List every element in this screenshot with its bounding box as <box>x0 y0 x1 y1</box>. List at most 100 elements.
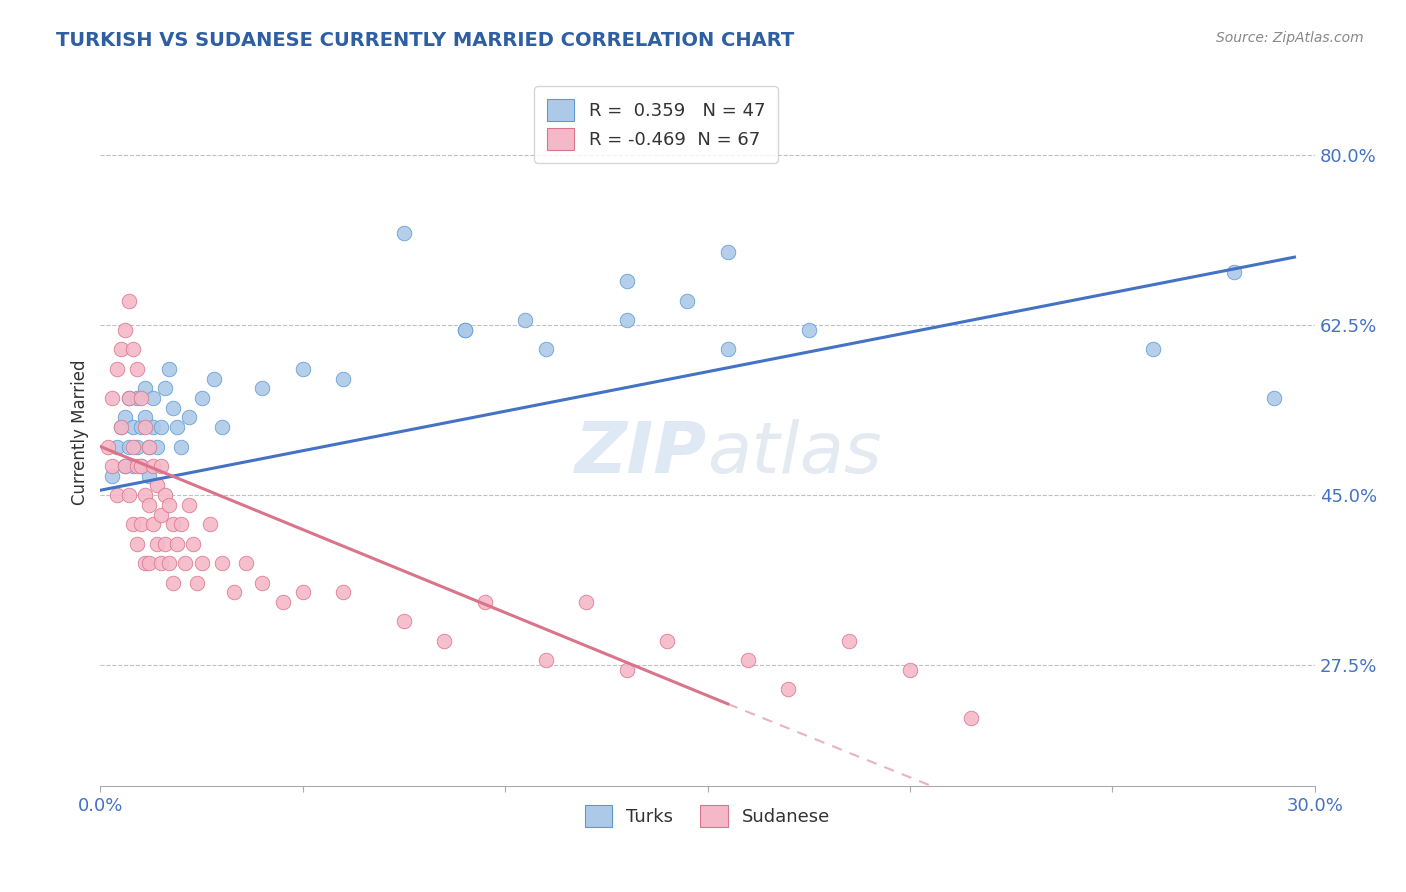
Point <box>534 653 557 667</box>
Text: atlas: atlas <box>707 418 882 488</box>
Point <box>676 293 699 308</box>
Point <box>118 391 141 405</box>
Point <box>392 615 415 629</box>
Point <box>146 440 169 454</box>
Point <box>121 420 143 434</box>
Point <box>737 653 759 667</box>
Point <box>125 440 148 454</box>
Point <box>150 458 173 473</box>
Point <box>153 488 176 502</box>
Point <box>110 420 132 434</box>
Point <box>190 391 212 405</box>
Point <box>190 556 212 570</box>
Point <box>162 575 184 590</box>
Point <box>166 536 188 550</box>
Point <box>271 595 294 609</box>
Point <box>211 556 233 570</box>
Y-axis label: Currently Married: Currently Married <box>72 359 89 505</box>
Point <box>166 420 188 434</box>
Point <box>453 323 475 337</box>
Point <box>134 556 156 570</box>
Point <box>179 498 201 512</box>
Point <box>134 488 156 502</box>
Point <box>150 556 173 570</box>
Point <box>110 343 132 357</box>
Point <box>474 595 496 609</box>
Point <box>453 323 475 337</box>
Point <box>174 556 197 570</box>
Point <box>153 381 176 395</box>
Point <box>150 508 173 522</box>
Point <box>157 556 180 570</box>
Point <box>129 391 152 405</box>
Point <box>778 682 800 697</box>
Point <box>211 420 233 434</box>
Point <box>138 556 160 570</box>
Point <box>118 293 141 308</box>
Point <box>118 440 141 454</box>
Point <box>129 420 152 434</box>
Point <box>142 391 165 405</box>
Point <box>138 468 160 483</box>
Point <box>183 536 205 550</box>
Point <box>235 556 257 570</box>
Point <box>114 323 136 337</box>
Point <box>125 536 148 550</box>
Point <box>134 410 156 425</box>
Point <box>222 585 245 599</box>
Point <box>125 361 148 376</box>
Point <box>101 391 124 405</box>
Point <box>170 440 193 454</box>
Point <box>202 371 225 385</box>
Point <box>157 361 180 376</box>
Point <box>1222 265 1244 279</box>
Text: TURKISH VS SUDANESE CURRENTLY MARRIED CORRELATION CHART: TURKISH VS SUDANESE CURRENTLY MARRIED CO… <box>56 31 794 50</box>
Point <box>118 391 141 405</box>
Text: Source: ZipAtlas.com: Source: ZipAtlas.com <box>1216 31 1364 45</box>
Point <box>291 585 314 599</box>
Point <box>959 711 981 725</box>
Point <box>1142 343 1164 357</box>
Point <box>134 420 156 434</box>
Text: ZIP: ZIP <box>575 418 707 488</box>
Point <box>129 517 152 532</box>
Point <box>291 361 314 376</box>
Point <box>138 498 160 512</box>
Point <box>114 458 136 473</box>
Point <box>142 458 165 473</box>
Point <box>105 440 128 454</box>
Point <box>186 575 208 590</box>
Point <box>797 323 820 337</box>
Point <box>252 381 274 395</box>
Point <box>134 381 156 395</box>
Point <box>332 585 354 599</box>
Point <box>198 517 221 532</box>
Point <box>157 498 180 512</box>
Point <box>179 410 201 425</box>
Point <box>121 440 143 454</box>
Point <box>101 458 124 473</box>
Point <box>150 420 173 434</box>
Point <box>121 458 143 473</box>
Point <box>118 488 141 502</box>
Point <box>105 488 128 502</box>
Point <box>433 633 456 648</box>
Point <box>142 420 165 434</box>
Point <box>153 536 176 550</box>
Point <box>129 458 152 473</box>
Point <box>129 458 152 473</box>
Point <box>125 391 148 405</box>
Point <box>114 410 136 425</box>
Point <box>125 458 148 473</box>
Point <box>655 633 678 648</box>
Point <box>170 517 193 532</box>
Point <box>616 663 638 677</box>
Point <box>146 536 169 550</box>
Point <box>1263 391 1285 405</box>
Point <box>252 575 274 590</box>
Point <box>575 595 598 609</box>
Point <box>114 458 136 473</box>
Legend: Turks, Sudanese: Turks, Sudanese <box>578 797 838 834</box>
Point <box>717 245 740 260</box>
Point <box>162 517 184 532</box>
